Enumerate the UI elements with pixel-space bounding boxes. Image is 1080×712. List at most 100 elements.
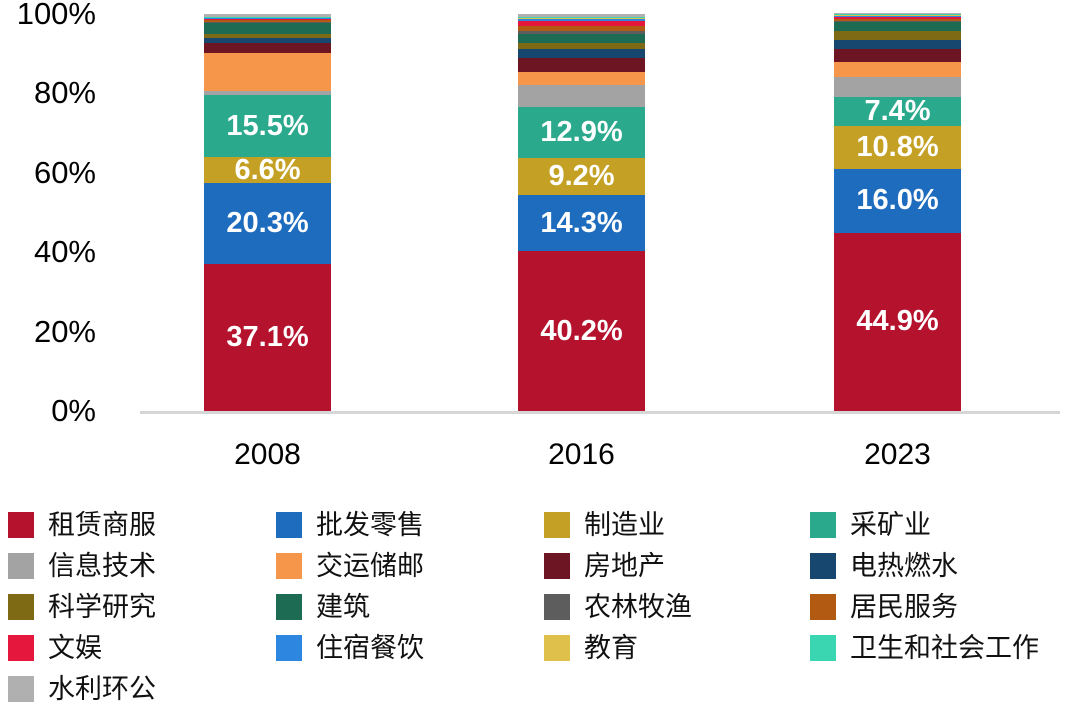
legend-item-居民服务: 居民服务 — [810, 593, 1074, 621]
bar-segment-卫生和社会工作 — [834, 13, 961, 15]
bar-value-label: 6.6% — [234, 153, 301, 186]
legend-label: 科学研究 — [48, 591, 156, 622]
bar-value-label: 14.3% — [540, 206, 623, 239]
bar-value-label: 12.9% — [540, 116, 623, 149]
bar-2016: 40.2% 14.3% 9.2% 12.9% — [518, 14, 645, 411]
legend-item-文娱: 文娱 — [8, 634, 276, 662]
bar-segment-文娱 — [204, 19, 331, 21]
bar-segment-文娱 — [834, 16, 961, 20]
y-axis-tick-label: 60% — [33, 154, 96, 190]
bar-segment-住宿餐饮 — [834, 15, 961, 17]
bar-segment-制造业: 9.2% — [518, 158, 645, 195]
legend-swatch-icon — [276, 553, 302, 579]
bar-segment-卫生和社会工作 — [518, 16, 645, 18]
legend-item-农林牧渔: 农林牧渔 — [544, 593, 810, 621]
legend-label: 教育 — [584, 632, 638, 663]
bar-segment-农林牧渔 — [834, 20, 961, 23]
bar-segment-建筑 — [834, 22, 961, 32]
bar-segment-居民服务 — [204, 20, 331, 22]
bar-segment-采矿业: 7.4% — [834, 95, 961, 128]
bar-segment-批发零售: 14.3% — [518, 194, 645, 252]
bar-segment-电热燃水 — [204, 38, 331, 44]
legend-swatch-icon — [8, 512, 34, 538]
legend-swatch-icon — [276, 512, 302, 538]
legend-swatch-icon — [544, 553, 570, 579]
y-axis-tick-label: 20% — [33, 313, 96, 349]
legend-item-建筑: 建筑 — [276, 593, 544, 621]
bar-segment-居民服务 — [518, 26, 645, 32]
bar-segment-交运储邮 — [834, 62, 961, 78]
legend-label: 交运储邮 — [316, 550, 424, 581]
legend-label: 住宿餐饮 — [316, 632, 424, 663]
legend-label: 采矿业 — [850, 509, 931, 540]
y-axis-tick-label: 80% — [33, 75, 96, 111]
bar-segment-租赁商服: 37.1% — [204, 263, 331, 411]
bar-segment-交运储邮 — [204, 53, 331, 92]
bar-segment-交运储邮 — [518, 71, 645, 85]
bar-segment-信息技术 — [834, 77, 961, 97]
legend-swatch-icon — [810, 594, 836, 620]
legend-label: 租赁商服 — [48, 509, 156, 540]
bar-segment-制造业: 10.8% — [834, 126, 961, 170]
x-axis-label-2023: 2023 — [864, 438, 931, 471]
bar-segment-建筑 — [518, 33, 645, 44]
legend-label: 房地产 — [584, 550, 665, 581]
legend-item-制造业: 制造业 — [544, 511, 810, 539]
bar-segment-批发零售: 20.3% — [204, 183, 331, 264]
legend-item-住宿餐饮: 住宿餐饮 — [276, 634, 544, 662]
bar-segment-制造业: 6.6% — [204, 153, 331, 186]
legend-item-交运储邮: 交运储邮 — [276, 552, 544, 580]
legend-swatch-icon — [544, 594, 570, 620]
legend-item-科学研究: 科学研究 — [8, 593, 276, 621]
legend-swatch-icon — [8, 594, 34, 620]
bar-segment-教育 — [204, 17, 331, 19]
bar-segment-科学研究 — [834, 31, 961, 40]
legend-swatch-icon — [810, 553, 836, 579]
bar-segment-电热燃水 — [518, 49, 645, 58]
legend-label: 制造业 — [584, 509, 665, 540]
bar-value-label: 16.0% — [856, 184, 939, 217]
legend-item-卫生和社会工作: 卫生和社会工作 — [810, 634, 1074, 662]
legend-item-水利环公: 水利环公 — [8, 675, 276, 703]
bar-segment-居民服务 — [834, 19, 961, 21]
bar-segment-水利环公 — [518, 14, 645, 17]
legend-item-租赁商服: 租赁商服 — [8, 511, 276, 539]
y-axis-tick-label: 40% — [33, 234, 96, 270]
legend-label: 信息技术 — [48, 550, 156, 581]
bar-segment-建筑 — [204, 23, 331, 35]
bar-segment-教育 — [518, 17, 645, 19]
bar-segment-教育 — [834, 14, 961, 16]
bar-value-label: 44.9% — [856, 305, 939, 338]
bar-segment-采矿业: 12.9% — [518, 106, 645, 159]
legend-swatch-icon — [276, 635, 302, 661]
bar-value-label: 7.4% — [864, 95, 931, 128]
bar-segment-信息技术 — [204, 91, 331, 96]
legend-swatch-icon — [810, 635, 836, 661]
legend-label: 电热燃水 — [850, 550, 958, 581]
bar-value-label: 20.3% — [226, 206, 309, 239]
legend-item-教育: 教育 — [544, 634, 810, 662]
bar-segment-水利环公 — [204, 14, 331, 17]
bar-segment-科学研究 — [204, 34, 331, 39]
bar-segment-水利环公 — [834, 12, 961, 14]
bar-segment-卫生和社会工作 — [204, 16, 331, 18]
legend-item-信息技术: 信息技术 — [8, 552, 276, 580]
legend-swatch-icon — [544, 635, 570, 661]
legend-swatch-icon — [8, 635, 34, 661]
bar-segment-房地产 — [518, 57, 645, 72]
bar-value-label: 37.1% — [226, 320, 309, 353]
legend-label: 批发零售 — [316, 509, 424, 540]
bar-segment-采矿业: 15.5% — [204, 95, 331, 157]
bar-segment-住宿餐饮 — [518, 18, 645, 22]
bar-segment-租赁商服: 40.2% — [518, 251, 645, 411]
legend-item-批发零售: 批发零售 — [276, 511, 544, 539]
legend-swatch-icon — [276, 594, 302, 620]
bar-value-label: 15.5% — [226, 109, 309, 142]
x-axis-label-2016: 2016 — [548, 438, 615, 471]
legend-label: 农林牧渔 — [584, 591, 692, 622]
bar-2008: 37.1% 20.3% 6.6% 15.5% — [204, 14, 331, 411]
bar-segment-文娱 — [518, 21, 645, 26]
legend-label: 建筑 — [316, 591, 370, 622]
legend: 租赁商服 批发零售 制造业 采矿业信息技术 交运储邮 房地产 电热燃水科学研究 建筑 农林牧渔 居… — [8, 511, 1074, 703]
